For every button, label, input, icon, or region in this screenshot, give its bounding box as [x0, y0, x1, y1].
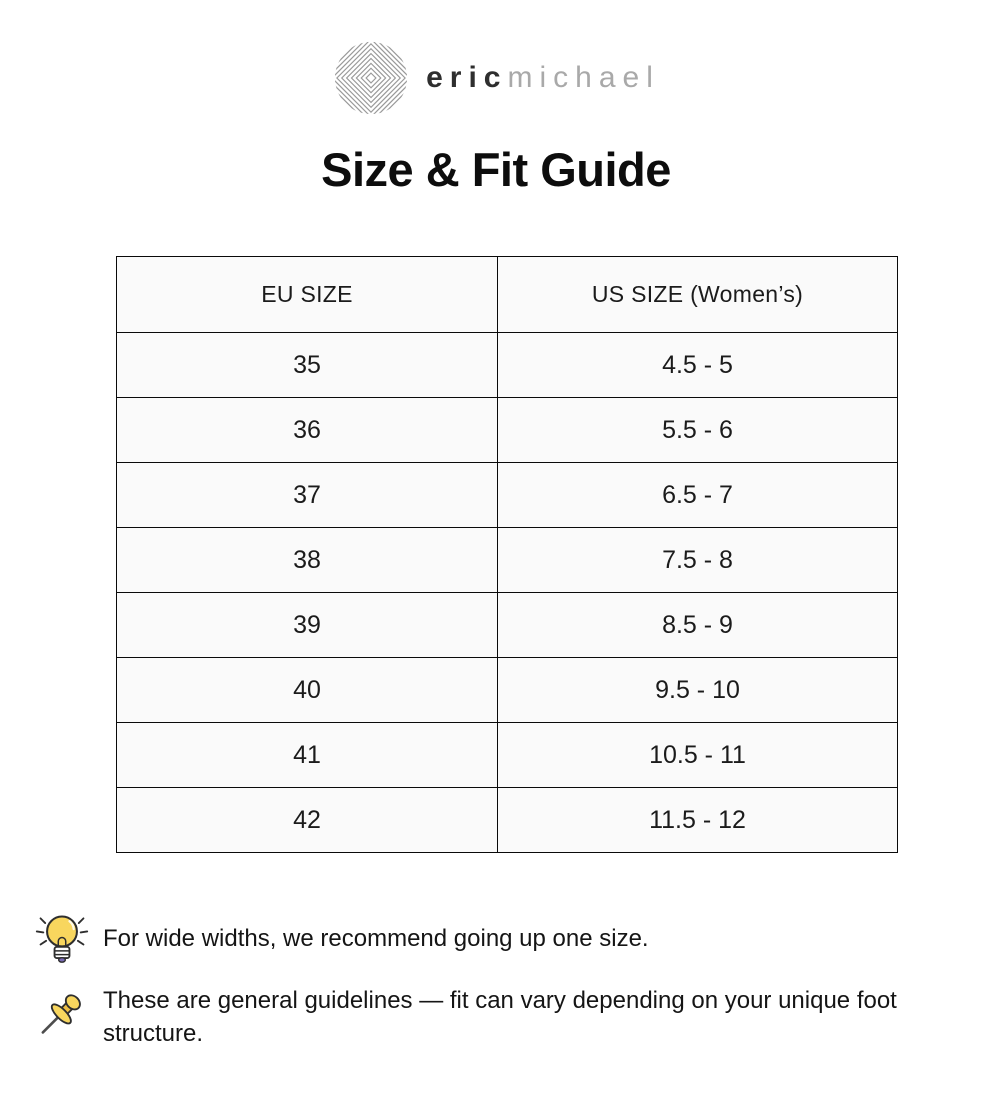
eu-size-cell: 42 [116, 787, 498, 853]
eu-size-cell: 38 [116, 527, 498, 593]
brand-name-primary: eric [426, 61, 508, 94]
eu-size-cell: 41 [116, 722, 498, 788]
lightbulb-icon [35, 915, 89, 963]
table-row: 39 8.5 - 9 [116, 592, 898, 658]
eu-size-cell: 39 [116, 592, 498, 658]
note-wide-widths: For wide widths, we recommend going up o… [34, 908, 992, 968]
eu-size-cell: 37 [116, 462, 498, 528]
note-text: For wide widths, we recommend going up o… [103, 924, 649, 952]
diamond-pattern-icon [335, 41, 408, 115]
column-header-us-size: US SIZE (Women’s) [497, 256, 898, 333]
us-size-cell: 8.5 - 9 [497, 592, 898, 658]
table-row: 41 10.5 - 11 [116, 722, 898, 788]
table-row: 42 11.5 - 12 [116, 787, 898, 853]
us-size-cell: 11.5 - 12 [497, 787, 898, 853]
size-table-header-row: EU SIZE US SIZE (Women’s) [116, 256, 898, 333]
size-table: EU SIZE US SIZE (Women’s) 35 4.5 - 5 36 … [116, 256, 898, 853]
page-title: Size & Fit Guide [321, 143, 671, 196]
us-size-cell: 10.5 - 11 [497, 722, 898, 788]
us-size-cell: 9.5 - 10 [497, 657, 898, 723]
us-size-cell: 5.5 - 6 [497, 397, 898, 463]
eu-size-cell: 36 [116, 397, 498, 463]
column-header-eu-size: EU SIZE [116, 256, 498, 333]
table-row: 37 6.5 - 7 [116, 462, 898, 528]
pushpin-icon [41, 994, 81, 1034]
brand-logo: ericmichael [0, 0, 992, 116]
table-row: 36 5.5 - 6 [116, 397, 898, 463]
us-size-cell: 7.5 - 8 [497, 527, 898, 593]
eu-size-cell: 35 [116, 332, 498, 398]
note-text: These are general guidelines — fit can v… [103, 987, 897, 1047]
brand-wordmark: ericmichael [426, 63, 660, 93]
eu-size-cell: 40 [116, 657, 498, 723]
footnotes: For wide widths, we recommend going up o… [34, 908, 992, 1050]
table-row: 35 4.5 - 5 [116, 332, 898, 398]
us-size-cell: 4.5 - 5 [497, 332, 898, 398]
brand-name-secondary: michael [507, 61, 660, 94]
table-row: 40 9.5 - 10 [116, 657, 898, 723]
note-general-guidelines: These are general guidelines — fit can v… [34, 984, 992, 1050]
us-size-cell: 6.5 - 7 [497, 462, 898, 528]
table-row: 38 7.5 - 8 [116, 527, 898, 593]
